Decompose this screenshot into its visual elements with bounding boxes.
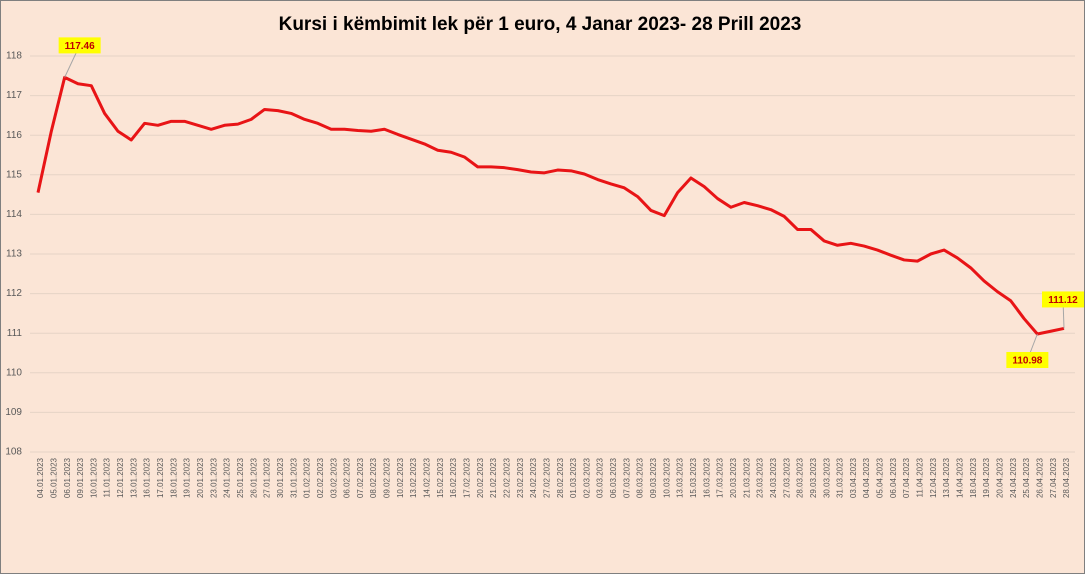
x-tick-label: 30.03.2023 — [822, 457, 831, 498]
label-box — [58, 37, 101, 54]
x-tick-label: 08.02.2023 — [369, 457, 378, 498]
x-tick-label: 18.04.2023 — [969, 457, 978, 498]
x-tick-label: 23.01.2023 — [209, 457, 218, 498]
x-tick-label: 16.02.2023 — [449, 457, 458, 498]
x-tick-label: 13.03.2023 — [676, 457, 685, 498]
x-tick-label: 19.04.2023 — [982, 457, 991, 498]
x-tick-label: 16.01.2023 — [143, 457, 152, 498]
x-tick-label: 27.02.2023 — [542, 457, 551, 498]
x-tick-label: 04.04.2023 — [862, 457, 871, 498]
x-tick-label: 28.03.2023 — [796, 457, 805, 498]
x-tick-label: 12.01.2023 — [116, 457, 125, 498]
x-tick-label: 14.02.2023 — [423, 457, 432, 498]
x-tick-label: 09.01.2023 — [76, 457, 85, 498]
y-tick-label: 111 — [7, 328, 23, 339]
x-tick-label: 04.01.2023 — [36, 457, 45, 498]
x-tick-label: 15.02.2023 — [436, 457, 445, 498]
line-series — [36, 75, 1065, 336]
x-tick-label: 13.01.2023 — [129, 457, 138, 498]
x-tick-label: 28.04.2023 — [1062, 457, 1071, 498]
x-tick-label: 09.03.2023 — [649, 457, 658, 498]
x-tick-label: 17.03.2023 — [716, 457, 725, 498]
x-tick-label: 25.01.2023 — [236, 457, 245, 498]
x-tick-label: 22.02.2023 — [502, 457, 511, 498]
x-tick-label: 03.04.2023 — [849, 457, 858, 498]
x-tick-label: 24.03.2023 — [769, 457, 778, 498]
y-tick-label: 113 — [6, 249, 22, 260]
x-tick-label: 07.03.2023 — [622, 457, 631, 498]
x-tick-label: 13.04.2023 — [942, 457, 951, 498]
x-tick-label: 06.02.2023 — [343, 457, 352, 498]
x-tick-label: 02.02.2023 — [316, 457, 325, 498]
x-tick-label: 12.04.2023 — [929, 457, 938, 498]
x-tick-label: 10.02.2023 — [396, 457, 405, 498]
y-tick-label: 118 — [6, 51, 22, 62]
x-tick-label: 17.01.2023 — [156, 457, 165, 498]
x-tick-label: 17.02.2023 — [462, 457, 471, 498]
data-label: 110.98 — [1012, 356, 1042, 367]
x-tick-label: 24.02.2023 — [529, 457, 538, 498]
x-tick-label: 01.03.2023 — [569, 457, 578, 498]
x-tick-label: 02.03.2023 — [582, 457, 591, 498]
x-tick-label: 20.03.2023 — [729, 457, 738, 498]
x-tick-label: 30.01.2023 — [276, 457, 285, 498]
x-tick-label: 20.01.2023 — [196, 457, 205, 498]
y-tick-label: 114 — [6, 209, 22, 220]
x-tick-label: 10.03.2023 — [662, 457, 671, 498]
x-tick-label: 06.03.2023 — [609, 457, 618, 498]
x-tick-label: 27.04.2023 — [1049, 457, 1058, 498]
x-tick-label: 24.01.2023 — [223, 457, 232, 498]
y-tick-label: 112 — [6, 288, 22, 299]
x-tick-label: 20.02.2023 — [476, 457, 485, 498]
x-tick-label: 11.01.2023 — [103, 457, 112, 497]
x-tick-label: 20.04.2023 — [995, 457, 1004, 498]
x-tick-label: 06.01.2023 — [63, 457, 72, 498]
data-label: 111.12 — [1048, 295, 1078, 306]
x-tick-label: 24.04.2023 — [1009, 457, 1018, 498]
x-tick-label: 28.02.2023 — [556, 457, 565, 498]
x-tick-label: 10.01.2023 — [89, 457, 98, 498]
x-tick-label: 31.01.2023 — [289, 457, 298, 498]
x-tick-label: 05.01.2023 — [49, 457, 58, 498]
x-tick-label: 27.01.2023 — [263, 457, 272, 498]
x-tick-label: 03.03.2023 — [596, 457, 605, 498]
chart-title: Kursi i këmbimit lek për 1 euro, 4 Janar… — [279, 14, 802, 35]
x-tick-label: 27.03.2023 — [782, 457, 791, 498]
x-tick-label: 14.04.2023 — [956, 457, 965, 498]
x-tick-label: 19.01.2023 — [183, 457, 192, 498]
y-tick-label: 108 — [5, 447, 22, 458]
y-tick-label: 117 — [6, 90, 22, 101]
y-tick-label: 109 — [5, 407, 22, 418]
x-tick-label: 07.04.2023 — [902, 457, 911, 498]
y-tick-label: 115 — [6, 169, 22, 180]
x-tick-label: 06.04.2023 — [889, 457, 898, 498]
x-tick-label: 01.02.2023 — [303, 457, 312, 498]
x-tick-label: 26.01.2023 — [249, 457, 258, 498]
x-tick-label: 16.03.2023 — [702, 457, 711, 498]
x-tick-label: 05.04.2023 — [876, 457, 885, 498]
x-tick-label: 09.02.2023 — [383, 457, 392, 498]
x-tick-label: 25.04.2023 — [1022, 457, 1031, 498]
x-tick-label: 26.04.2023 — [1035, 457, 1044, 498]
label-box — [1042, 291, 1084, 308]
x-tick-label: 31.03.2023 — [836, 457, 845, 498]
x-tick-label: 03.02.2023 — [329, 457, 338, 498]
x-tick-label: 21.03.2023 — [742, 457, 751, 498]
x-tick-label: 07.02.2023 — [356, 457, 365, 498]
x-tick-label: 11.04.2023 — [916, 457, 925, 497]
label-box — [1006, 351, 1049, 368]
x-tick-label: 08.03.2023 — [636, 457, 645, 498]
x-tick-label: 18.01.2023 — [169, 457, 178, 498]
x-tick-label: 23.03.2023 — [756, 457, 765, 498]
y-tick-label: 110 — [6, 367, 22, 378]
x-tick-label: 29.03.2023 — [809, 457, 818, 498]
y-tick-label: 116 — [6, 130, 22, 141]
x-tick-label: 15.03.2023 — [689, 457, 698, 498]
data-label: 117.46 — [65, 41, 95, 52]
x-tick-label: 13.02.2023 — [409, 457, 418, 498]
x-tick-label: 21.02.2023 — [489, 457, 498, 498]
x-tick-label: 23.02.2023 — [516, 457, 525, 498]
